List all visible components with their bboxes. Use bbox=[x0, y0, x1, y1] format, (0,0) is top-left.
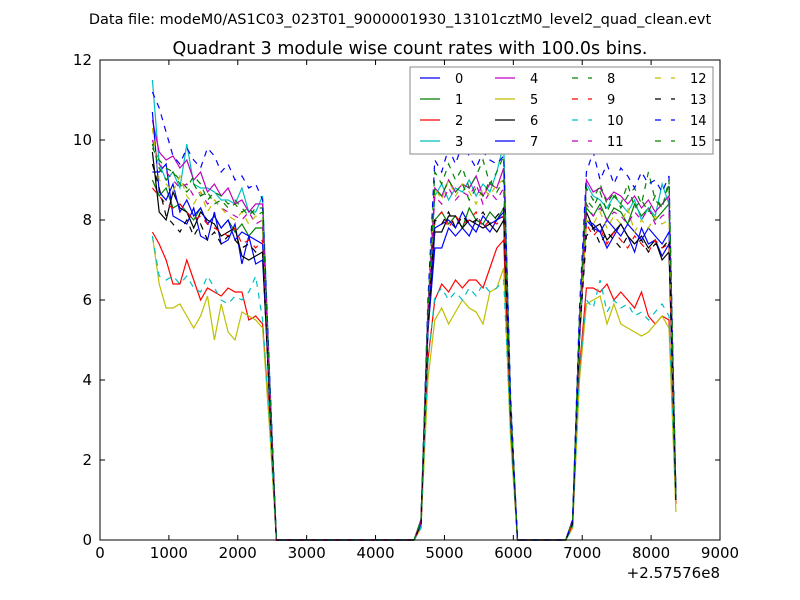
series-line-13 bbox=[151, 163, 677, 541]
legend-entry-11: 11 bbox=[572, 135, 624, 150]
y-tick-label: 2 bbox=[82, 451, 92, 469]
x-offset-label: +2.57576e8 bbox=[627, 564, 720, 582]
legend-entry-5: 5 bbox=[495, 93, 538, 108]
legend-entry-12: 12 bbox=[655, 72, 707, 87]
legend-label: 4 bbox=[530, 72, 538, 87]
legend-label: 0 bbox=[455, 72, 463, 87]
legend-entry-6: 6 bbox=[495, 114, 538, 129]
series-line-12 bbox=[151, 127, 677, 541]
series-line-7 bbox=[151, 111, 677, 541]
x-tick-label: 4000 bbox=[356, 544, 394, 562]
x-tick-label: 1000 bbox=[150, 544, 188, 562]
legend-label: 7 bbox=[530, 135, 538, 150]
legend-label: 14 bbox=[690, 114, 707, 129]
series-line-15 bbox=[151, 143, 677, 541]
legend-entry-8: 8 bbox=[572, 72, 615, 87]
x-tick-label: 5000 bbox=[425, 544, 463, 562]
chart-suptitle: Data file: modeM0/AS1C03_023T01_90000019… bbox=[89, 12, 712, 28]
series-line-10 bbox=[151, 235, 677, 541]
legend-entry-13: 13 bbox=[655, 93, 707, 108]
x-tick-label: 0 bbox=[95, 544, 105, 562]
y-tick-label: 4 bbox=[82, 371, 92, 389]
series-line-9 bbox=[151, 187, 677, 541]
series-line-14 bbox=[151, 91, 677, 541]
legend-label: 10 bbox=[607, 114, 624, 129]
legend-label: 5 bbox=[530, 93, 538, 108]
y-tick-label: 8 bbox=[82, 211, 92, 229]
axis-ticks: 0 1000 2000 3000 4000 5000 6000 7000 8000 9000 0 2 4… bbox=[73, 51, 739, 562]
legend-label: 15 bbox=[690, 135, 707, 150]
legend-label: 3 bbox=[455, 135, 463, 150]
legend-label: 8 bbox=[607, 72, 615, 87]
chart-title: Quadrant 3 module wise count rates with … bbox=[173, 39, 648, 59]
x-tick-label: 2000 bbox=[219, 544, 257, 562]
y-tick-label: 0 bbox=[82, 531, 92, 549]
legend-entry-14: 14 bbox=[655, 114, 707, 129]
series-line-3 bbox=[151, 79, 677, 541]
series-lines bbox=[151, 79, 677, 541]
x-tick-label: 7000 bbox=[563, 544, 601, 562]
y-tick-label: 12 bbox=[73, 51, 92, 69]
legend-entry-3: 3 bbox=[420, 135, 463, 150]
legend-label: 12 bbox=[690, 72, 707, 87]
legend-entry-10: 10 bbox=[572, 114, 624, 129]
legend-entry-2: 2 bbox=[420, 114, 463, 129]
series-line-11 bbox=[151, 139, 677, 541]
legend-label: 11 bbox=[607, 135, 624, 150]
x-tick-label: 8000 bbox=[632, 544, 670, 562]
legend-label: 6 bbox=[530, 114, 538, 129]
x-tick-label: 3000 bbox=[288, 544, 326, 562]
series-line-6 bbox=[151, 151, 677, 541]
series-line-0 bbox=[152, 162, 677, 541]
y-tick-label: 10 bbox=[73, 131, 92, 149]
x-tick-label: 9000 bbox=[701, 544, 739, 562]
legend-entry-9: 9 bbox=[572, 93, 615, 108]
legend-entry-1: 1 bbox=[420, 93, 463, 108]
legend-entry-7: 7 bbox=[495, 135, 538, 150]
y-tick-label: 6 bbox=[82, 291, 92, 309]
legend-entry-15: 15 bbox=[655, 135, 707, 150]
legend-entry-4: 4 bbox=[495, 72, 538, 87]
legend-entry-0: 0 bbox=[420, 72, 463, 87]
series-line-4 bbox=[151, 119, 677, 541]
legend-label: 1 bbox=[455, 93, 463, 108]
series-line-5 bbox=[151, 235, 677, 541]
series-line-2 bbox=[151, 231, 677, 541]
legend-label: 2 bbox=[455, 114, 463, 129]
x-tick-label: 6000 bbox=[494, 544, 532, 562]
legend-label: 13 bbox=[690, 93, 707, 108]
series-line-8 bbox=[151, 147, 677, 541]
legend-box bbox=[409, 66, 714, 155]
legend-label: 9 bbox=[607, 93, 615, 108]
